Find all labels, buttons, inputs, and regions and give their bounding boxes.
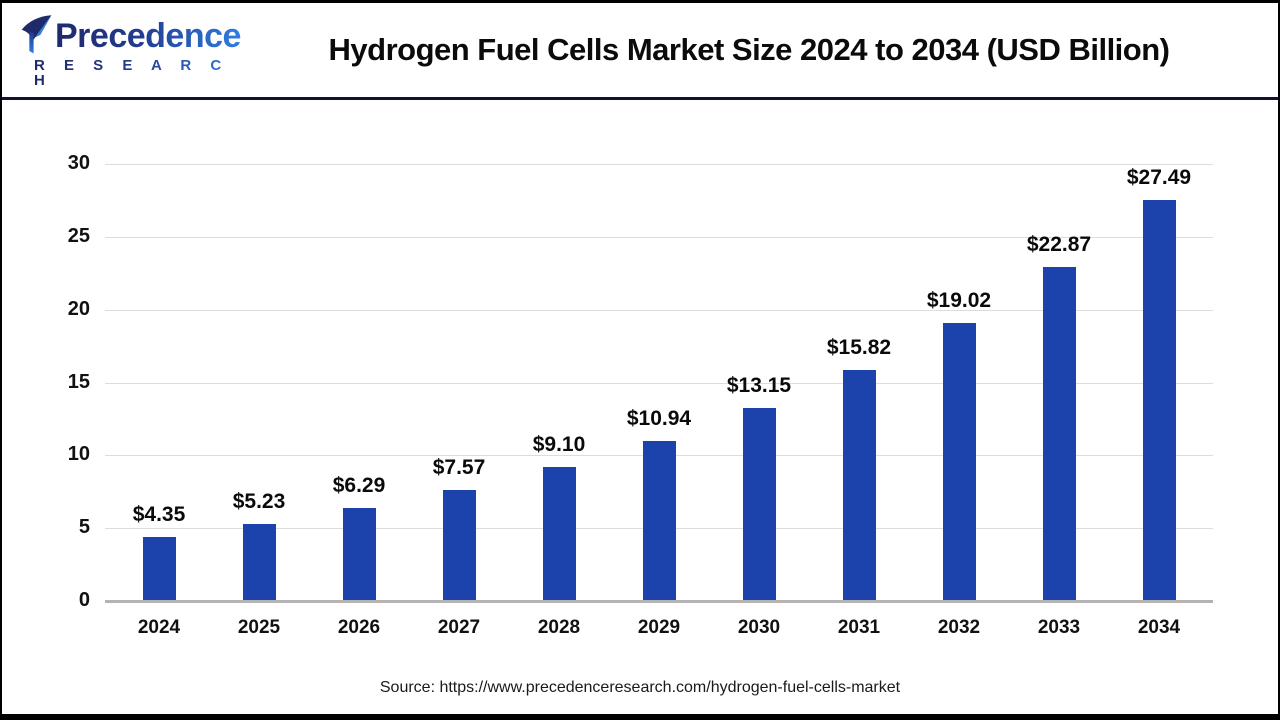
x-axis-tick-label: 2028 bbox=[537, 617, 581, 638]
x-axis-tick-label: 2026 bbox=[337, 617, 381, 638]
paper-plane-logo-icon bbox=[21, 14, 52, 54]
x-axis-tick-label: 2030 bbox=[737, 617, 781, 638]
bar-value-label: $5.23 bbox=[232, 490, 286, 513]
bar-2034 bbox=[1143, 200, 1176, 600]
bar-2030 bbox=[743, 408, 776, 600]
y-axis-tick-label: 5 bbox=[78, 516, 90, 538]
bar-chart: 0 5 10 15 20 25 30 $4.35 2024 $5.23 2025 $6.29 2026 $… bbox=[2, 3, 1278, 714]
source-citation: Source: https://www.precedenceresearch.c… bbox=[379, 679, 901, 696]
x-axis-tick-label: 2034 bbox=[1137, 617, 1181, 638]
gridline-25 bbox=[105, 237, 1213, 238]
bar-2027 bbox=[443, 490, 476, 600]
gridline-20 bbox=[105, 310, 1213, 311]
bar-value-label: $27.49 bbox=[1126, 166, 1192, 189]
bar-value-label: $13.15 bbox=[726, 374, 792, 397]
x-axis-tick-label: 2031 bbox=[837, 617, 881, 638]
bar-value-label: $19.02 bbox=[926, 289, 992, 312]
y-axis-tick-label: 0 bbox=[78, 589, 90, 611]
logo-subtitle-text: R E S E A R C H bbox=[34, 58, 250, 88]
bar-2029 bbox=[643, 441, 676, 600]
x-axis-tick-label: 2032 bbox=[937, 617, 981, 638]
bar-2031 bbox=[843, 370, 876, 600]
x-axis-tick-label: 2024 bbox=[137, 617, 181, 638]
y-axis-tick-label: 30 bbox=[67, 152, 90, 174]
page-title: Hydrogen Fuel Cells Market Size 2024 to … bbox=[328, 32, 1170, 67]
x-axis-tick-label: 2025 bbox=[237, 617, 281, 638]
bar-2033 bbox=[1043, 267, 1076, 600]
logo-top-row: Precedence bbox=[20, 13, 241, 55]
x-axis-tick-label: 2033 bbox=[1037, 617, 1081, 638]
bar-value-label: $22.87 bbox=[1026, 233, 1092, 256]
bar-2032 bbox=[943, 323, 976, 600]
bar-value-label: $4.35 bbox=[132, 503, 186, 526]
header: Precedence R E S E A R C H Hydrogen Fuel… bbox=[2, 3, 1278, 100]
y-axis-tick-label: 15 bbox=[67, 371, 90, 393]
bar-value-label: $10.94 bbox=[626, 407, 692, 430]
logo-brand-text: Precedence bbox=[55, 16, 241, 55]
y-axis-tick-label: 20 bbox=[67, 298, 90, 320]
y-axis-tick-label: 25 bbox=[67, 225, 90, 247]
gridline-30 bbox=[105, 164, 1213, 165]
bar-2025 bbox=[243, 524, 276, 600]
precedence-research-logo: Precedence R E S E A R C H bbox=[20, 13, 250, 88]
bar-2024 bbox=[143, 537, 176, 600]
bar-2026 bbox=[343, 508, 376, 600]
bar-2028 bbox=[543, 467, 576, 600]
y-axis-tick-label: 10 bbox=[67, 443, 90, 465]
gridline-15 bbox=[105, 383, 1213, 384]
bar-value-label: $6.29 bbox=[332, 474, 386, 497]
bar-value-label: $9.10 bbox=[532, 433, 586, 456]
x-axis-tick-label: 2029 bbox=[637, 617, 681, 638]
bar-value-label: $15.82 bbox=[826, 336, 892, 359]
bar-value-label: $7.57 bbox=[432, 456, 486, 479]
x-axis-tick-label: 2027 bbox=[437, 617, 481, 638]
x-axis-line bbox=[105, 600, 1213, 603]
